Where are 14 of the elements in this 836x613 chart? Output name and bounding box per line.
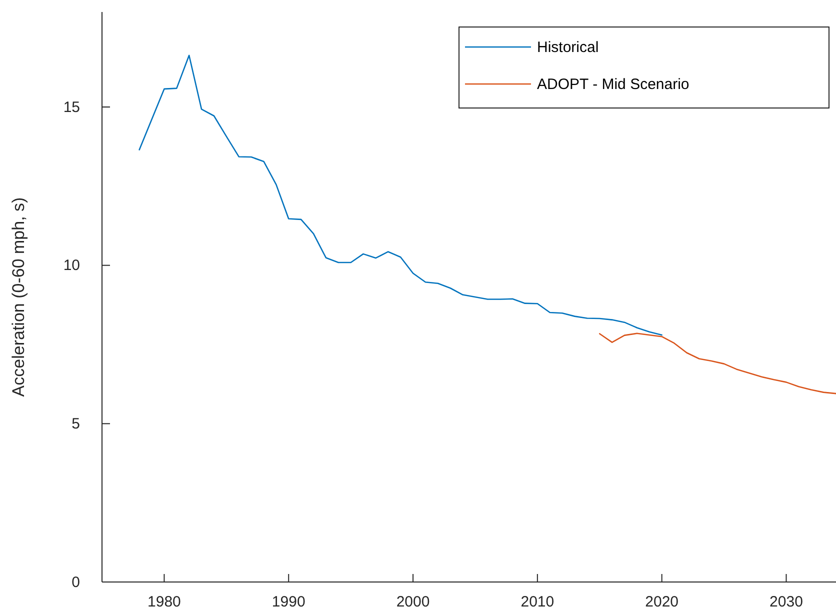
line-series bbox=[598, 332, 836, 394]
x-tick-label: 2010 bbox=[520, 594, 554, 611]
x-tick-label: 1980 bbox=[148, 594, 181, 611]
legend-label: Historical bbox=[537, 39, 599, 56]
y-tick-label: 5 bbox=[72, 415, 80, 432]
y-tick-label: 0 bbox=[72, 574, 80, 591]
y-tick-label: 15 bbox=[63, 98, 80, 116]
x-tick-label: 1990 bbox=[272, 594, 306, 611]
legend-label: ADOPT - Mid Scenario bbox=[537, 76, 690, 93]
y-axis-title: Acceleration (0-60 mph, s) bbox=[9, 197, 28, 397]
x-tick-label: 2020 bbox=[645, 594, 679, 611]
x-tick-label: 2030 bbox=[770, 594, 803, 611]
y-tick-label: 10 bbox=[63, 257, 80, 274]
x-tick-label: 2000 bbox=[396, 594, 430, 611]
